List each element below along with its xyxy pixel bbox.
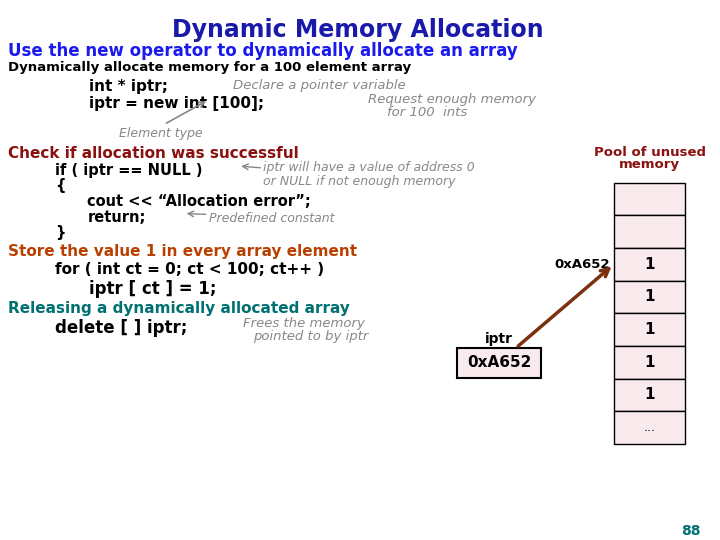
Text: 1: 1 bbox=[644, 322, 655, 337]
Bar bbox=[614, 183, 685, 215]
Text: or NULL if not enough memory: or NULL if not enough memory bbox=[264, 175, 456, 188]
Text: memory: memory bbox=[619, 158, 680, 171]
Text: 1: 1 bbox=[644, 355, 655, 370]
Text: Declare a pointer variable: Declare a pointer variable bbox=[233, 79, 406, 92]
Text: iptr = new int [100];: iptr = new int [100]; bbox=[89, 96, 264, 111]
Bar bbox=[614, 248, 685, 281]
Text: Check if allocation was successful: Check if allocation was successful bbox=[8, 146, 299, 161]
Text: for ( int ct = 0; ct < 100; ct++ ): for ( int ct = 0; ct < 100; ct++ ) bbox=[55, 262, 324, 277]
Text: 1: 1 bbox=[644, 257, 655, 272]
Text: iptr: iptr bbox=[485, 332, 513, 346]
Text: Predefined constant: Predefined constant bbox=[209, 213, 334, 226]
Bar bbox=[614, 379, 685, 411]
Text: Releasing a dynamically allocated array: Releasing a dynamically allocated array bbox=[8, 301, 350, 316]
Bar bbox=[614, 215, 685, 248]
Bar bbox=[614, 346, 685, 379]
Text: for 100  ints: for 100 ints bbox=[387, 106, 467, 119]
Text: 0xA652: 0xA652 bbox=[554, 258, 610, 271]
Bar bbox=[614, 411, 685, 444]
Text: {: { bbox=[55, 178, 65, 193]
Text: Pool of unused: Pool of unused bbox=[593, 146, 706, 159]
Text: 88: 88 bbox=[680, 524, 701, 538]
Text: Dynamically allocate memory for a 100 element array: Dynamically allocate memory for a 100 el… bbox=[8, 61, 411, 75]
Text: 1: 1 bbox=[644, 387, 655, 402]
Text: Store the value 1 in every array element: Store the value 1 in every array element bbox=[8, 244, 357, 259]
Text: pointed to by iptr: pointed to by iptr bbox=[253, 330, 369, 343]
Text: Request enough memory: Request enough memory bbox=[367, 93, 536, 106]
Text: return;: return; bbox=[87, 210, 145, 225]
Text: if ( iptr == NULL ): if ( iptr == NULL ) bbox=[55, 163, 202, 178]
Bar bbox=[614, 281, 685, 313]
Text: int * iptr;: int * iptr; bbox=[89, 79, 168, 94]
Text: Use the new operator to dynamically allocate an array: Use the new operator to dynamically allo… bbox=[8, 43, 518, 60]
Text: 1: 1 bbox=[644, 289, 655, 305]
Bar bbox=[614, 313, 685, 346]
Text: cout << “Allocation error”;: cout << “Allocation error”; bbox=[87, 194, 311, 209]
Text: iptr will have a value of address 0: iptr will have a value of address 0 bbox=[264, 161, 475, 174]
Text: Frees the memory: Frees the memory bbox=[243, 318, 365, 330]
Text: Element type: Element type bbox=[120, 126, 203, 139]
Text: Dynamic Memory Allocation: Dynamic Memory Allocation bbox=[172, 18, 544, 42]
Text: 0xA652: 0xA652 bbox=[467, 355, 531, 370]
Text: ...: ... bbox=[644, 421, 656, 434]
Bar bbox=[457, 348, 541, 377]
Text: delete [ ] iptr;: delete [ ] iptr; bbox=[55, 319, 187, 338]
Text: }: } bbox=[55, 225, 65, 240]
Text: iptr [ ct ] = 1;: iptr [ ct ] = 1; bbox=[89, 280, 217, 298]
